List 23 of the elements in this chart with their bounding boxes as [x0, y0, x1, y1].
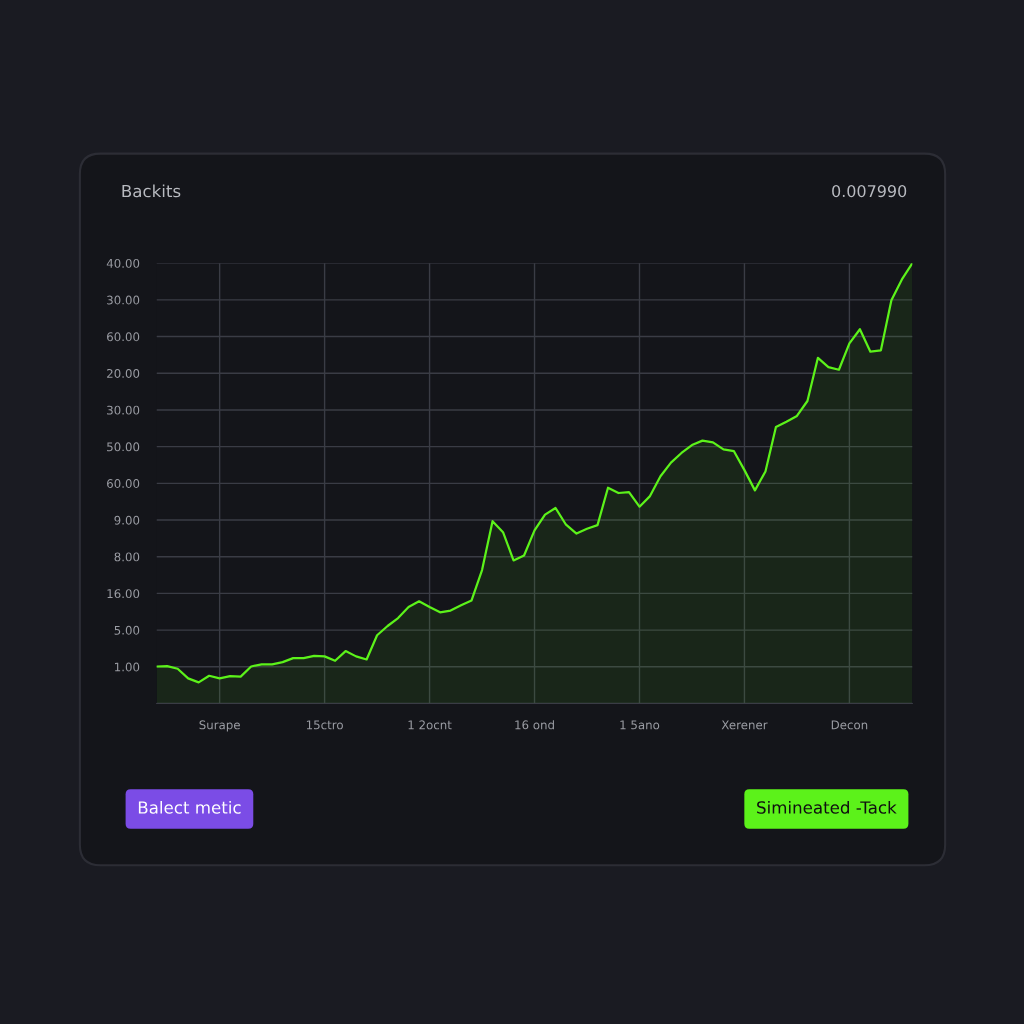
text: 60.00 [107, 479, 140, 488]
text: Simineated -Tack [757, 800, 897, 814]
text: 30.00 [107, 405, 140, 415]
x-tick-label: 16 ond [515, 720, 554, 730]
text: 20.00 [107, 368, 140, 378]
text: 30.00 [107, 295, 140, 305]
text: 5.00 [114, 625, 140, 635]
x-tick-label: 15ctro [306, 720, 343, 730]
chart-title: Backits [122, 184, 181, 198]
x-tick-label: Decon [831, 720, 868, 730]
text: 8.00 [114, 552, 140, 562]
text: 60.00 [107, 332, 140, 342]
text: 16.00 [107, 589, 140, 599]
x-tick-label: 1 5ano [620, 720, 660, 730]
text: 1.00 [115, 662, 140, 672]
text: 50.00 [107, 442, 140, 452]
text: 40.00 [106, 258, 140, 268]
x-tick-label: Xerener [721, 720, 768, 730]
x-tick-label: Surape [199, 720, 240, 732]
text: Balect metic [138, 800, 241, 814]
text: 9.00 [114, 515, 140, 525]
text: 0.007990 [832, 185, 907, 198]
x-tick-label: 1 2ocnt [408, 720, 452, 730]
